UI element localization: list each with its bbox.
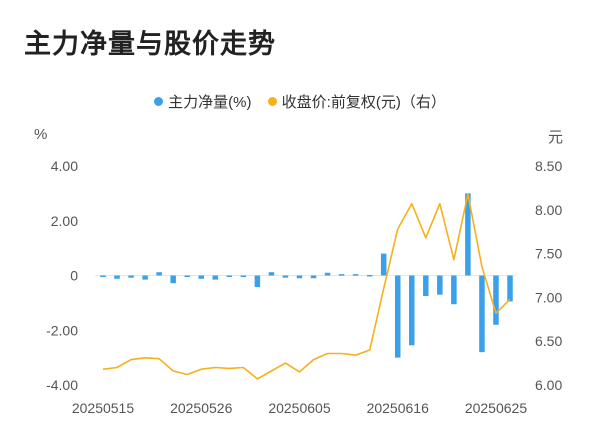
net-flow-bar: [451, 275, 457, 305]
net-flow-bar: [352, 274, 359, 276]
x-axis-tick-label: 20250515: [72, 400, 135, 416]
left-axis-tick-label: 2.00: [51, 213, 78, 229]
x-axis-tick-label: 20250616: [367, 400, 430, 416]
net-flow-bar: [170, 275, 176, 284]
chart-title: 主力净量与股价走势: [24, 29, 276, 59]
right-axis-tick-label: 6.50: [535, 333, 562, 349]
x-axis-tick-label: 20250526: [170, 400, 233, 416]
legend-label-close-price: 收盘价:前复权(元)（右）: [281, 94, 446, 111]
net-flow-bar: [184, 275, 190, 277]
left-axis-tick-label: -2.00: [46, 322, 78, 338]
net-flow-bar: [423, 275, 429, 297]
right-axis-tick-label: 8.00: [535, 202, 562, 218]
net-flow-bar: [310, 275, 317, 279]
left-axis-unit: %: [34, 126, 48, 143]
legend-item-net-flow[interactable]: 主力净量(%): [154, 91, 251, 112]
net-flow-bar: [324, 272, 331, 276]
left-axis-tick-label: 4.00: [51, 158, 78, 174]
left-axis-tick-label: -4.00: [46, 377, 78, 393]
net-flow-bar: [142, 275, 148, 280]
net-flow-bar: [268, 272, 275, 276]
net-flow-bar: [212, 275, 219, 280]
right-axis-tick-label: 8.50: [535, 158, 562, 174]
net-flow-bar: [226, 275, 233, 277]
net-flow-bar: [198, 275, 204, 279]
left-axis-tick-label: 0: [70, 268, 78, 284]
legend-item-close-price[interactable]: 收盘价:前复权(元)（右）: [267, 91, 446, 112]
right-axis-tick-label: 7.00: [535, 289, 562, 305]
net-flow-bar: [409, 275, 415, 346]
net-flow-bar: [465, 193, 471, 276]
right-axis-tick-label: 7.50: [535, 246, 562, 262]
net-flow-bar: [338, 274, 345, 276]
net-flow-bar: [100, 275, 106, 277]
legend-dot-net-flow: [154, 97, 164, 106]
net-flow-bar: [128, 275, 134, 278]
net-flow-bar: [380, 253, 387, 276]
right-axis-tick-label: 6.00: [535, 377, 562, 393]
close-price-line: [102, 193, 511, 380]
net-flow-bar: [437, 275, 443, 295]
net-flow-bar: [254, 275, 261, 287]
right-axis-unit: 元: [548, 129, 564, 146]
net-flow-bar: [240, 275, 247, 277]
x-axis-tick-label: 20250605: [268, 400, 331, 416]
net-flow-bar: [282, 275, 289, 278]
net-flow-bar: [366, 274, 373, 277]
x-axis-tick-label: 20250625: [465, 400, 528, 416]
net-flow-bar: [114, 275, 120, 279]
net-flow-bar: [507, 275, 513, 302]
net-flow-bar: [479, 275, 485, 353]
chart-legend[interactable]: 主力净量(%) 收盘价:前复权(元)（右）: [0, 91, 600, 112]
net-flow-bar: [493, 275, 499, 325]
legend-dot-close-price: [267, 97, 277, 106]
net-flow-bar: [296, 275, 303, 279]
legend-label-net-flow: 主力净量(%): [168, 94, 252, 111]
net-flow-bar: [156, 272, 162, 276]
net-flow-bar: [394, 275, 401, 358]
